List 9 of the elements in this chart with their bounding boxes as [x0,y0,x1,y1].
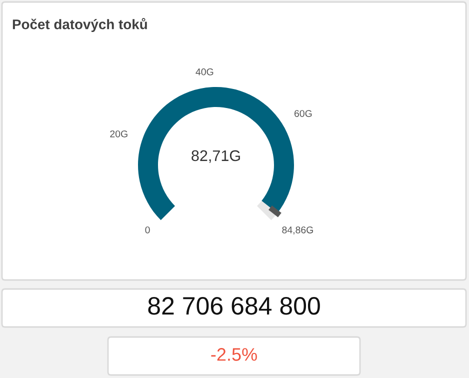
text: 40G [196,68,214,76]
text: 20G [110,130,128,138]
text: 60G [294,110,312,117]
text: -2.5% [211,348,257,361]
data-label: 82,71G [192,150,240,163]
text: 84,86G [282,226,313,235]
text: 0 [145,226,150,234]
text: 82 706 684 800 [148,297,320,315]
chart-title: Počet datových toků [12,18,147,32]
